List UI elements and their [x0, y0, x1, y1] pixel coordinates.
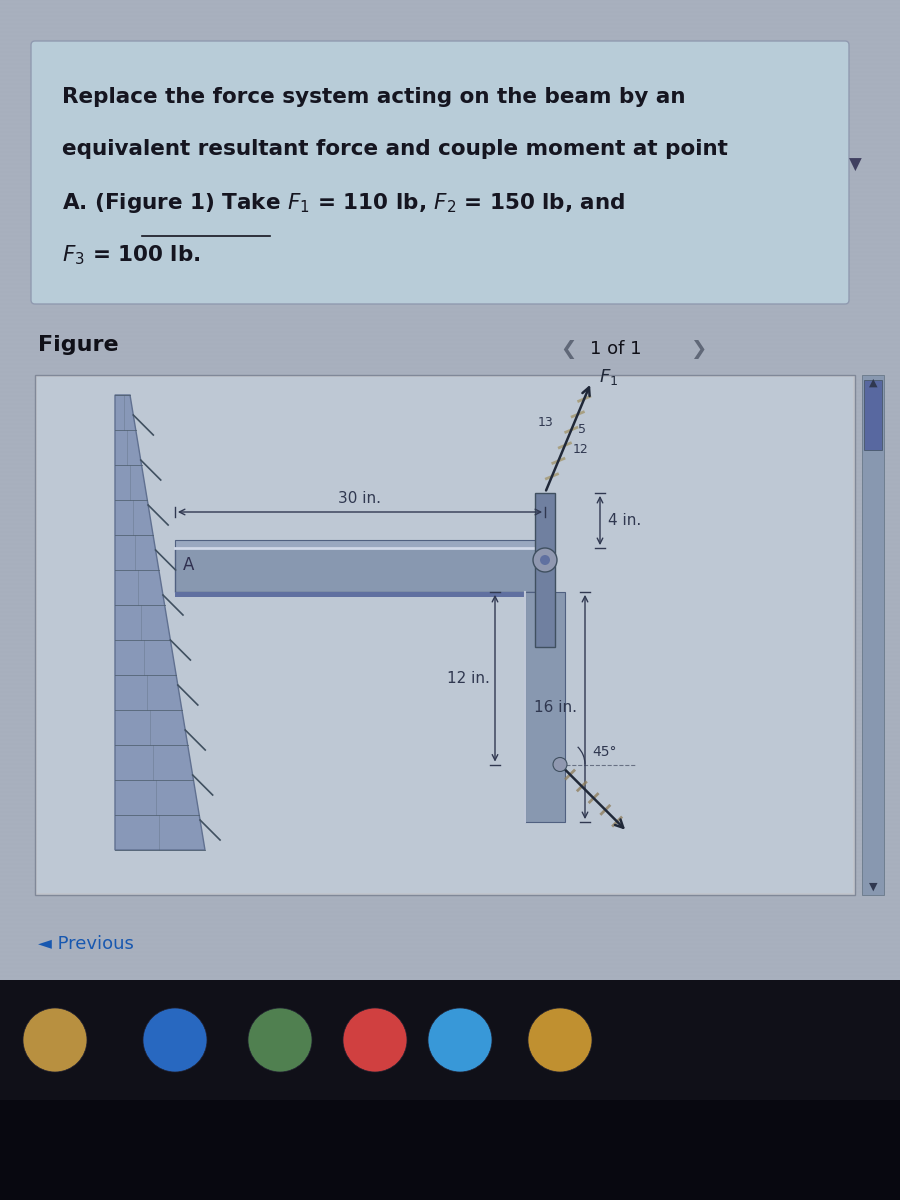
Circle shape: [533, 548, 557, 572]
Text: ❮: ❮: [560, 340, 576, 359]
Circle shape: [528, 1008, 592, 1072]
Text: $F_3$ = 100 lb.: $F_3$ = 100 lb.: [62, 242, 201, 266]
Text: A: A: [183, 556, 194, 574]
Bar: [535, 493, 555, 647]
Circle shape: [428, 1008, 492, 1072]
Polygon shape: [115, 395, 205, 850]
Text: A. (Figure 1) Take $F_1$ = 110 lb, $F_2$ = 150 lb, and: A. (Figure 1) Take $F_1$ = 110 lb, $F_2$…: [62, 191, 625, 215]
Text: ◄ Previous: ◄ Previous: [38, 935, 134, 953]
Bar: [525, 592, 565, 822]
Circle shape: [553, 757, 567, 772]
Text: 30 in.: 30 in.: [338, 491, 382, 506]
Bar: [0, 980, 900, 1100]
Text: 1 of 1: 1 of 1: [590, 340, 642, 358]
Text: Replace the force system acting on the beam by an: Replace the force system acting on the b…: [62, 86, 686, 107]
Text: 13: 13: [538, 415, 554, 428]
Text: $F_1$: $F_1$: [599, 367, 618, 388]
Circle shape: [23, 1008, 87, 1072]
Text: Figure: Figure: [38, 335, 119, 355]
Text: 12 in.: 12 in.: [447, 671, 490, 685]
Circle shape: [248, 1008, 312, 1072]
Text: 12: 12: [573, 443, 589, 456]
Bar: [862, 374, 884, 895]
Text: 4 in.: 4 in.: [608, 514, 641, 528]
Text: 45°: 45°: [592, 745, 617, 760]
Text: ▼: ▼: [868, 882, 878, 892]
Bar: [175, 540, 545, 548]
Circle shape: [143, 1008, 207, 1072]
Text: ▼: ▼: [849, 156, 861, 174]
Text: equivalent resultant force and couple moment at point: equivalent resultant force and couple mo…: [62, 139, 728, 158]
Bar: [175, 592, 545, 596]
Circle shape: [343, 1008, 407, 1072]
Bar: [175, 548, 545, 592]
Circle shape: [540, 554, 550, 565]
FancyBboxPatch shape: [31, 41, 849, 304]
Text: 16 in.: 16 in.: [534, 700, 577, 714]
Text: ▲: ▲: [868, 378, 878, 388]
Text: ❯: ❯: [690, 340, 707, 359]
Text: 5: 5: [578, 422, 586, 436]
Bar: [864, 380, 882, 450]
Bar: [35, 374, 855, 895]
Bar: [0, 1100, 900, 1200]
Bar: [37, 377, 853, 893]
